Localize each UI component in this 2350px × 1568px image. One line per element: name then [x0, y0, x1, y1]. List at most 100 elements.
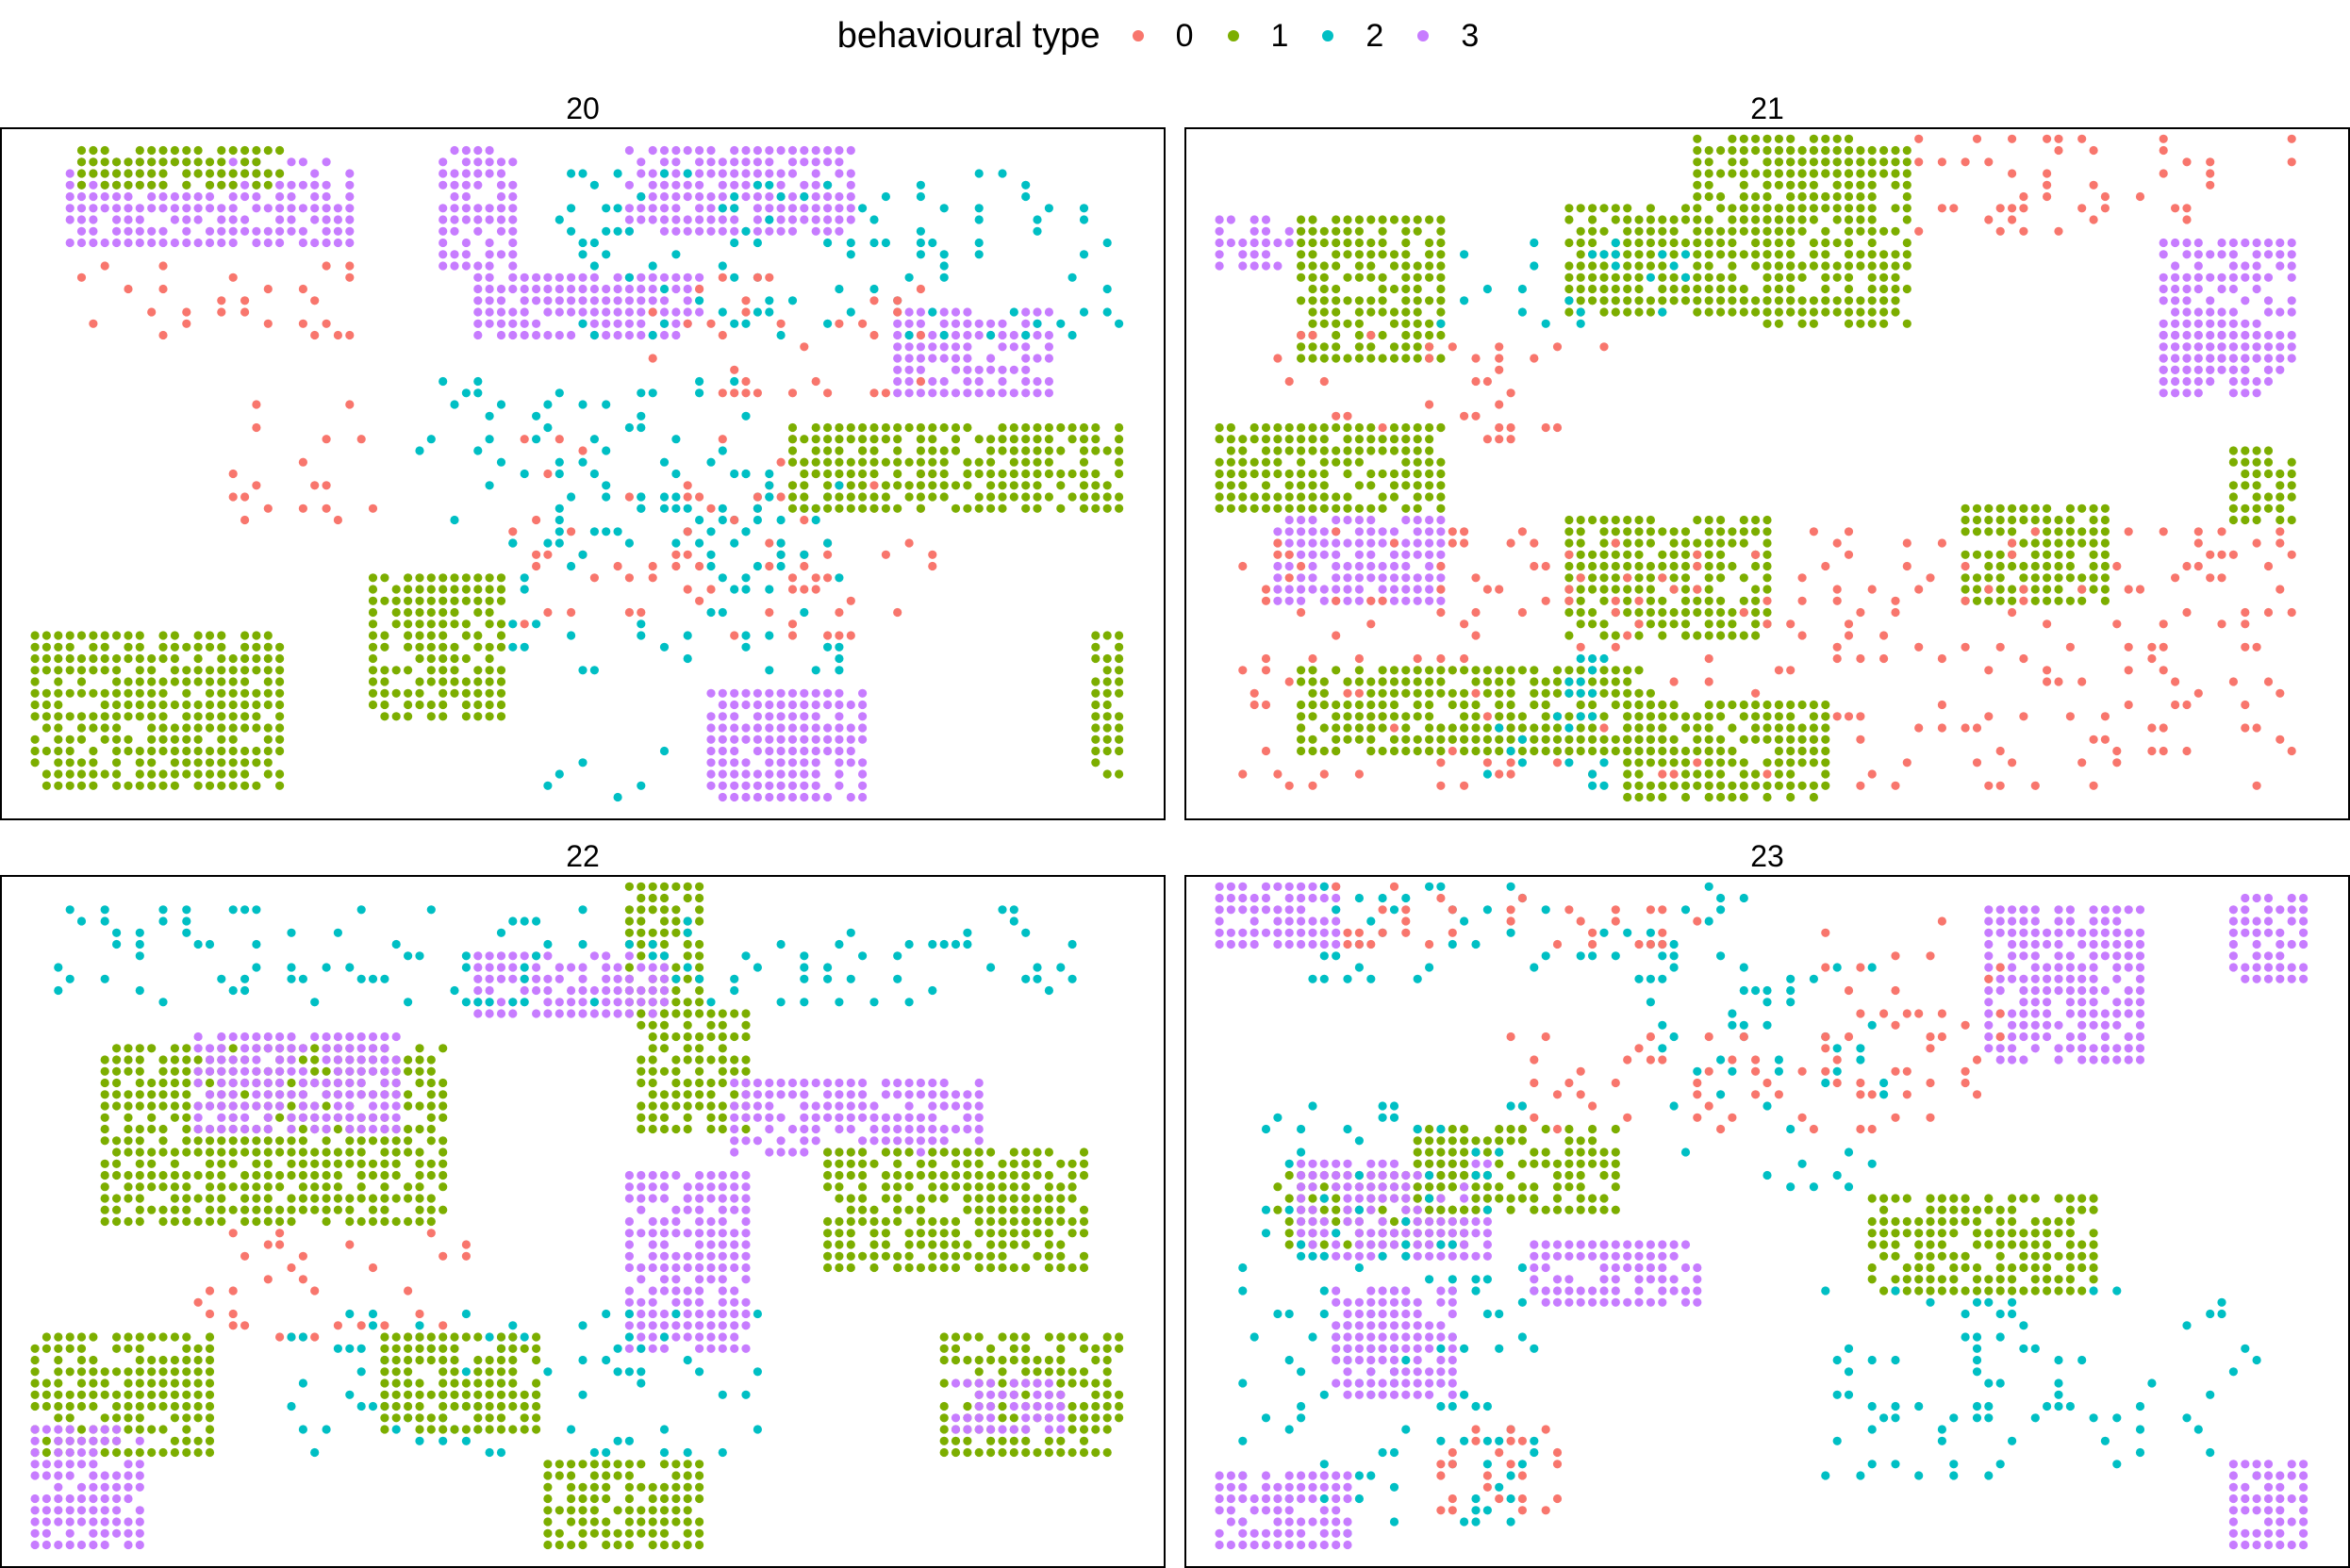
point-type-1	[1844, 319, 1854, 328]
point-type-3	[998, 319, 1007, 328]
point-type-1	[1436, 307, 1446, 317]
point-type-1	[54, 781, 63, 790]
point-type-1	[659, 1020, 670, 1030]
point-type-1	[893, 435, 902, 444]
point-type-3	[2276, 365, 2285, 374]
point-type-1	[1623, 238, 1632, 248]
point-type-1	[1588, 619, 1597, 629]
point-type-1	[1623, 746, 1632, 756]
point-type-3	[1401, 585, 1411, 594]
point-type-1	[659, 905, 670, 915]
point-type-2	[1588, 781, 1597, 790]
point-type-3	[205, 1101, 215, 1111]
point-type-1	[1460, 723, 1469, 733]
point-type-1	[1576, 550, 1585, 559]
point-type-1	[1599, 619, 1609, 629]
point-type-1	[1564, 307, 1574, 317]
point-type-3	[963, 354, 972, 363]
point-type-0	[2147, 746, 2157, 756]
point-type-3	[2171, 388, 2180, 398]
point-type-1	[928, 1229, 937, 1238]
point-type-3	[368, 1055, 378, 1065]
point-type-1	[706, 1113, 716, 1122]
point-type-1	[112, 1194, 122, 1203]
point-type-1	[928, 1251, 937, 1261]
point-type-1	[1261, 446, 1271, 455]
point-type-1	[65, 688, 74, 698]
point-type-1	[298, 1182, 307, 1192]
point-type-1	[939, 446, 949, 455]
point-type-0	[1495, 422, 1504, 433]
point-type-1	[1044, 1263, 1053, 1273]
point-type-1	[1588, 573, 1597, 583]
point-type-1	[89, 769, 98, 779]
point-type-3	[532, 1009, 541, 1018]
point-type-1	[1891, 145, 1900, 156]
point-type-1	[1033, 457, 1042, 467]
point-type-1	[54, 723, 63, 733]
point-type-0	[322, 319, 331, 328]
point-type-1	[1009, 469, 1018, 479]
point-type-3	[706, 758, 716, 767]
point-type-1	[439, 1090, 448, 1099]
point-type-2	[776, 515, 786, 525]
point-type-3	[787, 204, 798, 213]
point-type-1	[100, 1194, 109, 1203]
point-type-1	[1821, 769, 1830, 779]
point-type-1	[718, 1032, 727, 1042]
point-type-1	[904, 1170, 914, 1180]
point-type-1	[1319, 481, 1329, 490]
point-type-3	[1033, 376, 1042, 387]
point-type-3	[765, 145, 774, 156]
point-type-1	[415, 1066, 424, 1076]
point-type-3	[928, 1090, 937, 1099]
point-type-0	[1460, 619, 1469, 629]
point-type-1	[193, 666, 203, 675]
point-type-1	[1297, 422, 1306, 433]
point-type-2	[1021, 330, 1031, 340]
point-type-1	[2228, 515, 2238, 525]
point-type-1	[1366, 700, 1376, 710]
point-type-1	[391, 1216, 401, 1227]
point-type-1	[683, 951, 692, 961]
point-type-1	[1079, 1216, 1089, 1227]
point-type-1	[1238, 457, 1248, 467]
point-type-3	[345, 1101, 355, 1111]
point-type-1	[124, 1124, 133, 1134]
point-type-0	[1249, 700, 1259, 710]
point-type-3	[695, 272, 704, 282]
point-type-3	[2217, 250, 2226, 259]
point-type-3	[706, 688, 716, 698]
point-type-0	[1821, 561, 1830, 571]
point-type-1	[1471, 677, 1481, 686]
point-type-1	[170, 677, 179, 686]
point-type-2	[718, 607, 727, 618]
point-type-1	[426, 677, 436, 686]
point-type-0	[730, 388, 739, 398]
point-type-1	[1762, 204, 1772, 213]
point-type-1	[205, 1078, 215, 1088]
point-type-1	[380, 700, 389, 710]
point-type-3	[310, 215, 320, 224]
point-type-3	[765, 1113, 774, 1122]
point-type-1	[835, 1263, 844, 1273]
point-type-1	[333, 1159, 342, 1168]
point-type-1	[1821, 296, 1830, 305]
point-type-1	[368, 631, 378, 640]
point-type-3	[858, 758, 868, 767]
point-type-1	[1704, 723, 1713, 733]
point-type-1	[2043, 550, 2052, 559]
point-type-3	[986, 388, 996, 398]
point-type-1	[1297, 215, 1306, 224]
point-type-1	[368, 653, 378, 664]
point-type-0	[1704, 653, 1713, 664]
point-type-1	[380, 688, 389, 698]
point-type-3	[730, 723, 739, 733]
point-type-1	[1425, 677, 1434, 686]
point-type-3	[2287, 250, 2296, 259]
point-type-1	[1739, 596, 1748, 605]
point-type-2	[1576, 653, 1585, 664]
point-type-1	[1332, 746, 1341, 756]
point-type-1	[1343, 492, 1352, 502]
point-type-3	[637, 1263, 646, 1273]
